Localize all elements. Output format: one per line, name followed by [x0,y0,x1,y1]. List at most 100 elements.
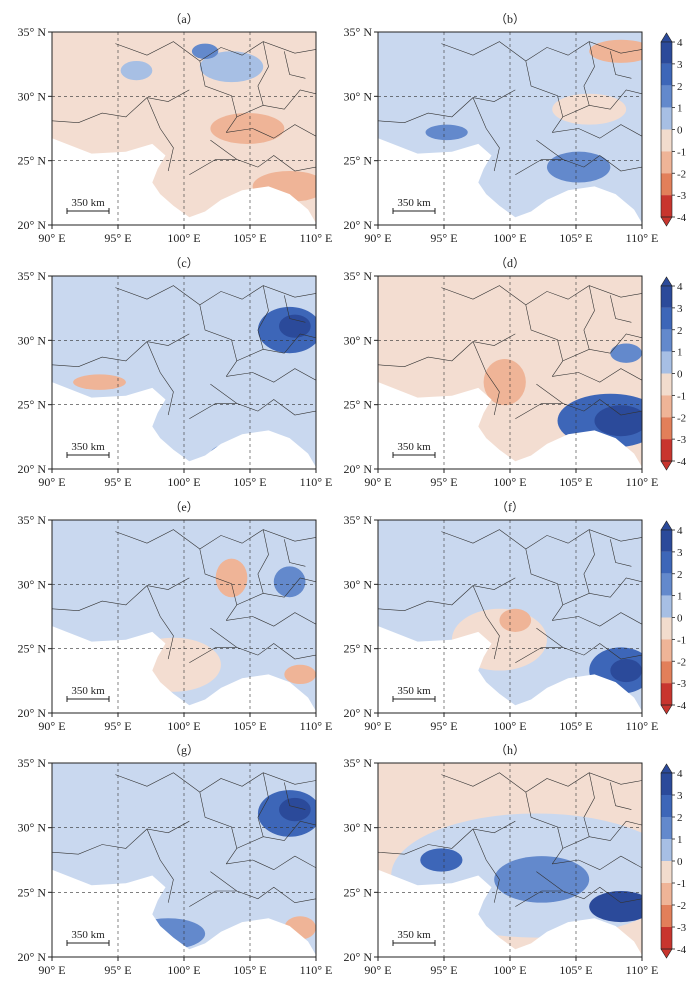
panel-c: （c） 90° E 95° E 100° E 105° E 110° E 35° N 30° … [18,256,333,489]
colorbar-tick-label: 4 [677,768,683,780]
y-tick-label: 25° N [18,398,47,412]
colorbar-tick-label: -1 [677,390,686,402]
province-border [189,647,237,664]
panel-label-h: （h） [495,743,525,757]
colorbar-tick-label: 3 [677,547,683,559]
anomaly-contour [191,43,219,60]
colorbar-segment [661,639,672,662]
province-border [472,97,500,172]
colorbar-tick-label: -2 [677,168,686,180]
colorbar-segment [661,129,672,152]
colorbar-tick-label: 1 [677,347,683,359]
map-area [378,520,642,713]
colorbar-segment [661,861,672,883]
x-tick-label: 100° E [493,719,526,733]
province-border [226,124,316,139]
province-border [226,612,316,627]
y-tick-label: 30° N [18,333,47,347]
province-border [610,782,632,810]
scale-bar: 350 km [392,685,436,702]
scale-bar-label: 350 km [71,685,105,697]
colorbar: 4 3 2 1 0 -1 -2 -3 -4 [660,763,687,959]
province-border [536,627,642,660]
province-border [525,548,564,621]
panel-a: （a） 90° E 95° E 100° E 105° E 110° E 35° N 30° … [18,12,333,245]
scale-bar-label: 350 km [397,685,431,697]
panel-label-a: （a） [169,12,198,26]
colorbar-tick-label: -1 [677,634,686,646]
x-tick-label: 110° E [300,231,333,245]
province-border [472,585,500,660]
colorbar-tick-label: -3 [677,190,687,202]
x-tick-label: 100° E [493,475,526,489]
province-border [257,41,269,106]
province-border [515,890,563,907]
province-border [583,285,595,350]
colorbar-tick-label: 1 [677,103,683,115]
province-border [525,60,564,133]
province-border [210,139,316,172]
colorbar-tick-label: 0 [677,125,683,137]
panel-e: （e） 90° E 95° E 100° E 105° E 110° E 35° N 30° … [18,500,333,733]
panel-label-c: （c） [169,256,198,270]
colorbar-tick-label: -2 [677,412,686,424]
anomaly-contour [273,566,306,598]
colorbar-segment [661,373,672,396]
colorbar-segment [661,417,672,440]
scale-bar-label: 350 km [71,929,105,941]
province-border [146,585,174,660]
province-border [552,612,642,627]
province-border [226,855,316,871]
colorbar: 4 3 2 1 0 -1 -2 -3 -4 [660,520,687,715]
colorbar-tick-label: 2 [677,325,683,337]
x-tick-label: 105° E [559,719,592,733]
province-border [441,772,642,793]
colorbar-extend-max [660,32,673,43]
province-border [515,647,563,664]
x-tick-label: 100° E [167,231,200,245]
y-tick-label: 30° N [18,89,47,103]
panel-label-d: （d） [495,256,525,270]
scale-bar: 350 km [66,441,110,458]
colorbar-segment [661,439,672,461]
x-tick-label: 90° E [364,719,391,733]
x-tick-label: 110° E [626,231,659,245]
y-tick-label: 30° N [344,89,373,103]
x-tick-label: 90° E [38,475,65,489]
y-tick-label: 25° N [344,642,373,656]
y-tick-label: 20° N [18,950,47,964]
colorbar-segment [661,173,672,196]
province-border [525,792,564,865]
scale-bar-label: 350 km [397,929,431,941]
colorbar-segment [661,286,672,308]
colorbar-segment [661,395,672,418]
colorbar-tick-label: 0 [677,369,683,381]
province-border [536,139,642,172]
x-tick-label: 110° E [300,475,333,489]
province-border [552,368,642,383]
colorbar-segment [661,617,672,640]
x-tick-label: 100° E [167,475,200,489]
scale-bar-label: 350 km [71,441,105,453]
province-border [583,41,595,106]
colorbar: 4 3 2 1 0 -1 -2 -3 -4 [660,276,687,471]
colorbar-segment [661,351,672,374]
x-tick-label: 100° E [167,719,200,733]
x-tick-label: 90° E [38,719,65,733]
x-tick-label: 100° E [493,231,526,245]
anomaly-contour [610,658,642,683]
y-tick-label: 35° N [18,269,47,283]
map-area [52,763,316,957]
scale-bar: 350 km [392,197,436,214]
anomaly-contour [425,124,468,141]
colorbar-segment [661,151,672,174]
province-border [115,41,316,62]
province-border [378,89,516,124]
colorbar-tick-label: 2 [677,81,683,93]
province-border [472,828,500,903]
colorbar-segment [661,773,672,795]
colorbar-segment [661,661,672,684]
colorbar-tick-label: -2 [677,656,686,668]
colorbar-tick-label: 2 [677,812,683,824]
colorbar-extend-min [660,216,673,227]
